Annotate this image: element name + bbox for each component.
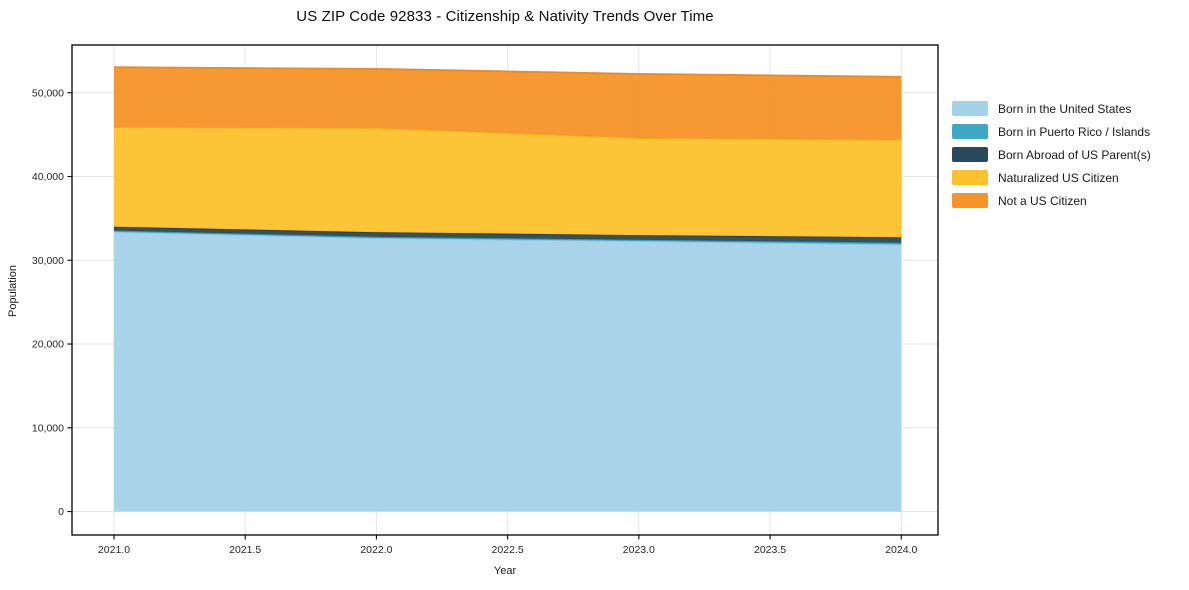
svg-text:2024.0: 2024.0 bbox=[885, 544, 917, 556]
legend-row: Born in the United States bbox=[952, 101, 1151, 116]
legend-row: Born Abroad of US Parent(s) bbox=[952, 147, 1151, 162]
y-axis-label: Population bbox=[7, 265, 19, 317]
legend-label: Born in the United States bbox=[998, 101, 1132, 116]
legend-swatch-born-us bbox=[952, 101, 988, 116]
legend-row: Naturalized US Citizen bbox=[952, 170, 1151, 185]
svg-text:2021.0: 2021.0 bbox=[98, 544, 130, 556]
legend-swatch-born-pr bbox=[952, 124, 988, 139]
svg-text:50,000: 50,000 bbox=[32, 87, 64, 99]
legend: Born in the United States Born in Puerto… bbox=[952, 101, 1151, 216]
svg-text:10,000: 10,000 bbox=[32, 422, 64, 434]
legend-swatch-not-citizen bbox=[952, 193, 988, 208]
legend-label: Naturalized US Citizen bbox=[998, 170, 1119, 185]
x-axis-label: Year bbox=[493, 565, 517, 577]
svg-text:40,000: 40,000 bbox=[32, 171, 64, 183]
svg-text:2023.5: 2023.5 bbox=[754, 544, 786, 556]
legend-label: Not a US Citizen bbox=[998, 193, 1087, 208]
svg-text:20,000: 20,000 bbox=[32, 339, 64, 351]
legend-swatch-born-abroad bbox=[952, 147, 988, 162]
legend-row: Born in Puerto Rico / Islands bbox=[952, 124, 1151, 139]
legend-label: Born Abroad of US Parent(s) bbox=[998, 147, 1151, 162]
chart-title: US ZIP Code 92833 - Citizenship & Nativi… bbox=[296, 8, 714, 25]
svg-text:2023.0: 2023.0 bbox=[623, 544, 655, 556]
legend-label: Born in Puerto Rico / Islands bbox=[998, 124, 1151, 139]
svg-text:0: 0 bbox=[58, 506, 64, 518]
svg-text:2022.5: 2022.5 bbox=[492, 544, 524, 556]
legend-row: Not a US Citizen bbox=[952, 193, 1151, 208]
svg-text:2021.5: 2021.5 bbox=[229, 544, 261, 556]
svg-text:2022.0: 2022.0 bbox=[360, 544, 392, 556]
legend-swatch-naturalized bbox=[952, 170, 988, 185]
svg-text:30,000: 30,000 bbox=[32, 255, 64, 267]
